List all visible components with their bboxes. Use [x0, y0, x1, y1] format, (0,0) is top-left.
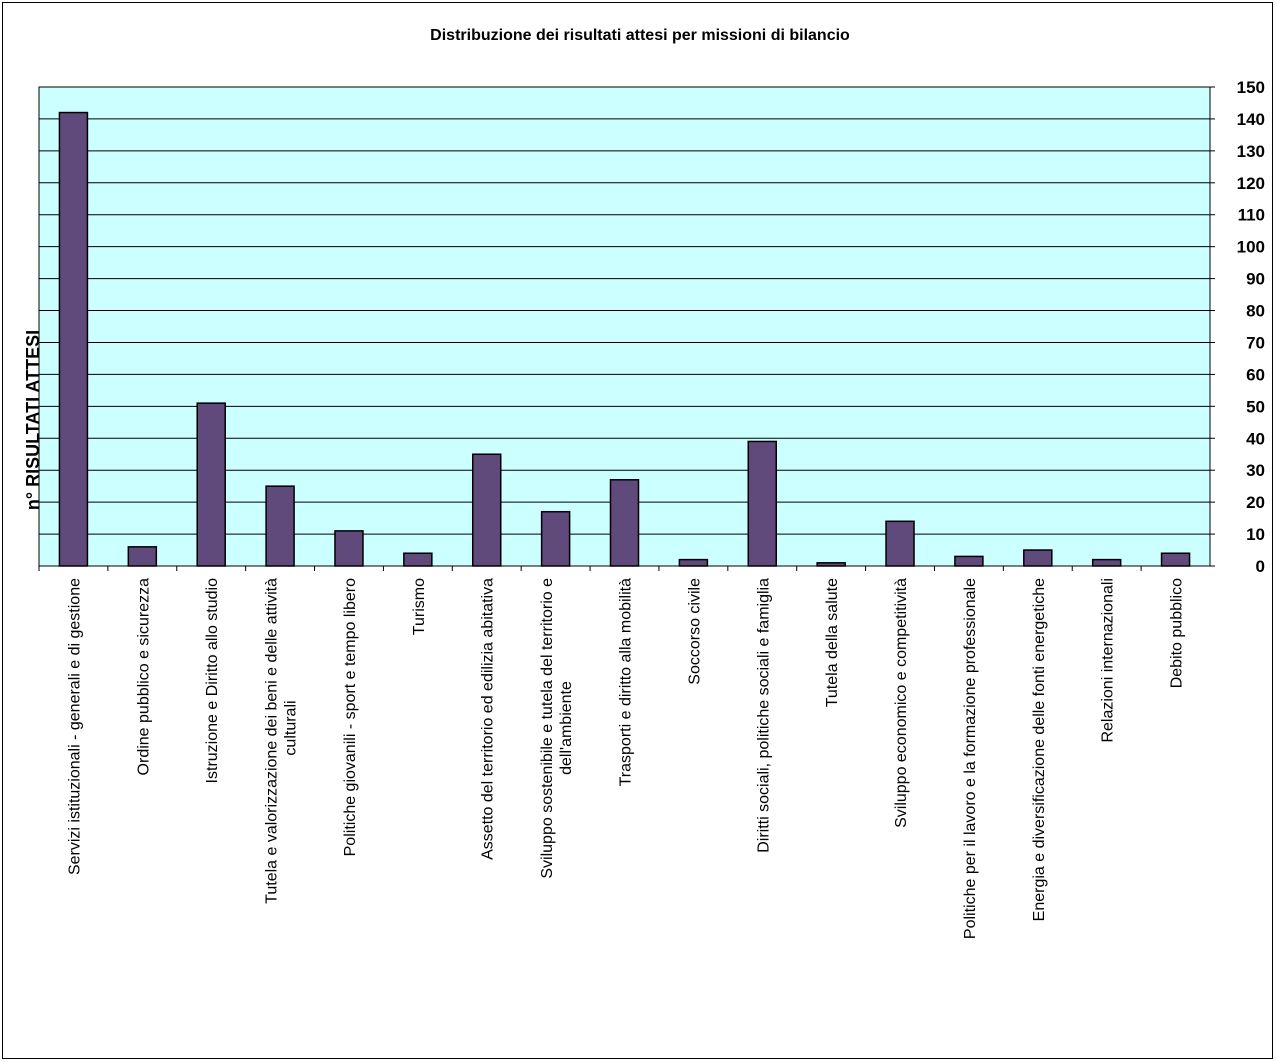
- x-axis-labels: Servizi istituzionali - generali e di ge…: [38, 566, 1186, 939]
- y-tick-label: 130: [1237, 142, 1265, 161]
- bar: [1023, 549, 1053, 567]
- x-category-label: Sviluppo economico e competitività: [893, 578, 910, 828]
- x-category-label: Tutela e valorizzazione dei beni e delle…: [264, 578, 300, 904]
- x-category-label-line: Politiche giovanili - sport e tempo libe…: [342, 578, 359, 856]
- x-category-label-line: Turismo: [411, 578, 428, 635]
- y-tick-label: 50: [1246, 397, 1265, 416]
- x-category-label: Energia e diversificazione delle fonti e…: [1031, 578, 1048, 921]
- bar: [58, 111, 89, 567]
- y-tick-label: 150: [1237, 78, 1265, 97]
- x-category-label-line: Ordine pubblico e sicurezza: [135, 578, 152, 776]
- x-category-label: Turismo: [411, 578, 428, 635]
- bar: [609, 479, 640, 567]
- x-category-label: Soccorso civile: [686, 578, 703, 685]
- x-category-label-line: Tutela e valorizzazione dei beni e delle…: [264, 578, 281, 904]
- bar: [1091, 558, 1122, 567]
- y-tick-label: 120: [1237, 174, 1265, 193]
- x-category-label-line: Servizi istituzionali - generali e di ge…: [66, 578, 83, 875]
- x-category-label-line: Sviluppo sostenibile e tutela del territ…: [539, 578, 556, 879]
- y-tick-label: 100: [1237, 238, 1265, 257]
- x-category-label-line: Istruzione e Diritto allo studio: [204, 578, 221, 784]
- x-category-label: Istruzione e Diritto allo studio: [204, 578, 221, 784]
- y-tick-label: 110: [1238, 206, 1265, 225]
- y-axis: 0 10 20 30 40 50 60 70 80 90 100 110 120 130 140 150: [1209, 78, 1265, 576]
- y-tick-label: 40: [1246, 429, 1265, 448]
- bar: [885, 520, 915, 567]
- bar: [334, 530, 364, 567]
- bar: [127, 546, 158, 567]
- bar: [471, 453, 502, 567]
- y-tick-label: 60: [1246, 365, 1265, 384]
- bar: [540, 510, 571, 567]
- x-category-label: Tutela della salute: [824, 578, 841, 707]
- y-tick-label: 20: [1246, 493, 1265, 512]
- x-category-label: Diritti sociali, politiche sociali e fam…: [755, 578, 772, 853]
- x-category-label-line: Sviluppo economico e competitività: [893, 578, 910, 828]
- x-category-label-line: Soccorso civile: [686, 578, 703, 685]
- x-category-label-line: Diritti sociali, politiche sociali e fam…: [755, 578, 772, 853]
- x-category-label: Relazioni internazionali: [1100, 578, 1117, 743]
- x-category-label-line: dell'ambiente: [558, 681, 575, 775]
- y-tick-label: 70: [1246, 333, 1265, 352]
- x-category-label-line: culturali: [283, 700, 300, 755]
- bar: [747, 440, 778, 567]
- x-category-label-line: Assetto del territorio ed edilizia abita…: [480, 578, 497, 860]
- y-axis-title: n° RISULTATI ATTESI: [23, 330, 43, 510]
- bar: [1160, 552, 1191, 567]
- y-tick-label: 0: [1256, 557, 1265, 576]
- y-tick-label: 90: [1246, 270, 1265, 289]
- y-tick-label: 80: [1246, 302, 1265, 321]
- x-category-label: Sviluppo sostenibile e tutela del territ…: [539, 578, 575, 879]
- x-category-label-line: Trasporti e diritto alla mobilità: [618, 578, 635, 786]
- bar: [196, 402, 226, 567]
- x-category-label: Debito pubblico: [1169, 578, 1186, 688]
- x-category-label-line: Energia e diversificazione delle fonti e…: [1031, 578, 1048, 921]
- bar: [954, 555, 984, 567]
- y-tick-label: 10: [1246, 525, 1265, 544]
- x-category-label: Trasporti e diritto alla mobilità: [618, 578, 635, 786]
- bar: [403, 552, 433, 567]
- y-tick-label: 140: [1237, 110, 1265, 129]
- x-category-label: Politiche per il lavoro e la formazione …: [962, 578, 979, 939]
- y-tick-label: 30: [1246, 461, 1265, 480]
- x-category-label: Assetto del territorio ed edilizia abita…: [480, 578, 497, 860]
- x-category-label-line: Politiche per il lavoro e la formazione …: [962, 578, 979, 939]
- bar: [265, 485, 295, 567]
- bar: [816, 562, 846, 567]
- bars: [58, 111, 1191, 567]
- x-category-label-line: Debito pubblico: [1169, 578, 1186, 688]
- x-category-label: Politiche giovanili - sport e tempo libe…: [342, 578, 359, 856]
- chart-title: Distribuzione dei risultati attesi per m…: [430, 27, 850, 44]
- x-category-label-line: Relazioni internazionali: [1100, 578, 1117, 743]
- bar: [678, 558, 709, 567]
- x-category-label: Ordine pubblico e sicurezza: [135, 578, 152, 776]
- x-category-label: Servizi istituzionali - generali e di ge…: [66, 578, 83, 875]
- x-category-label-line: Tutela della salute: [824, 578, 841, 707]
